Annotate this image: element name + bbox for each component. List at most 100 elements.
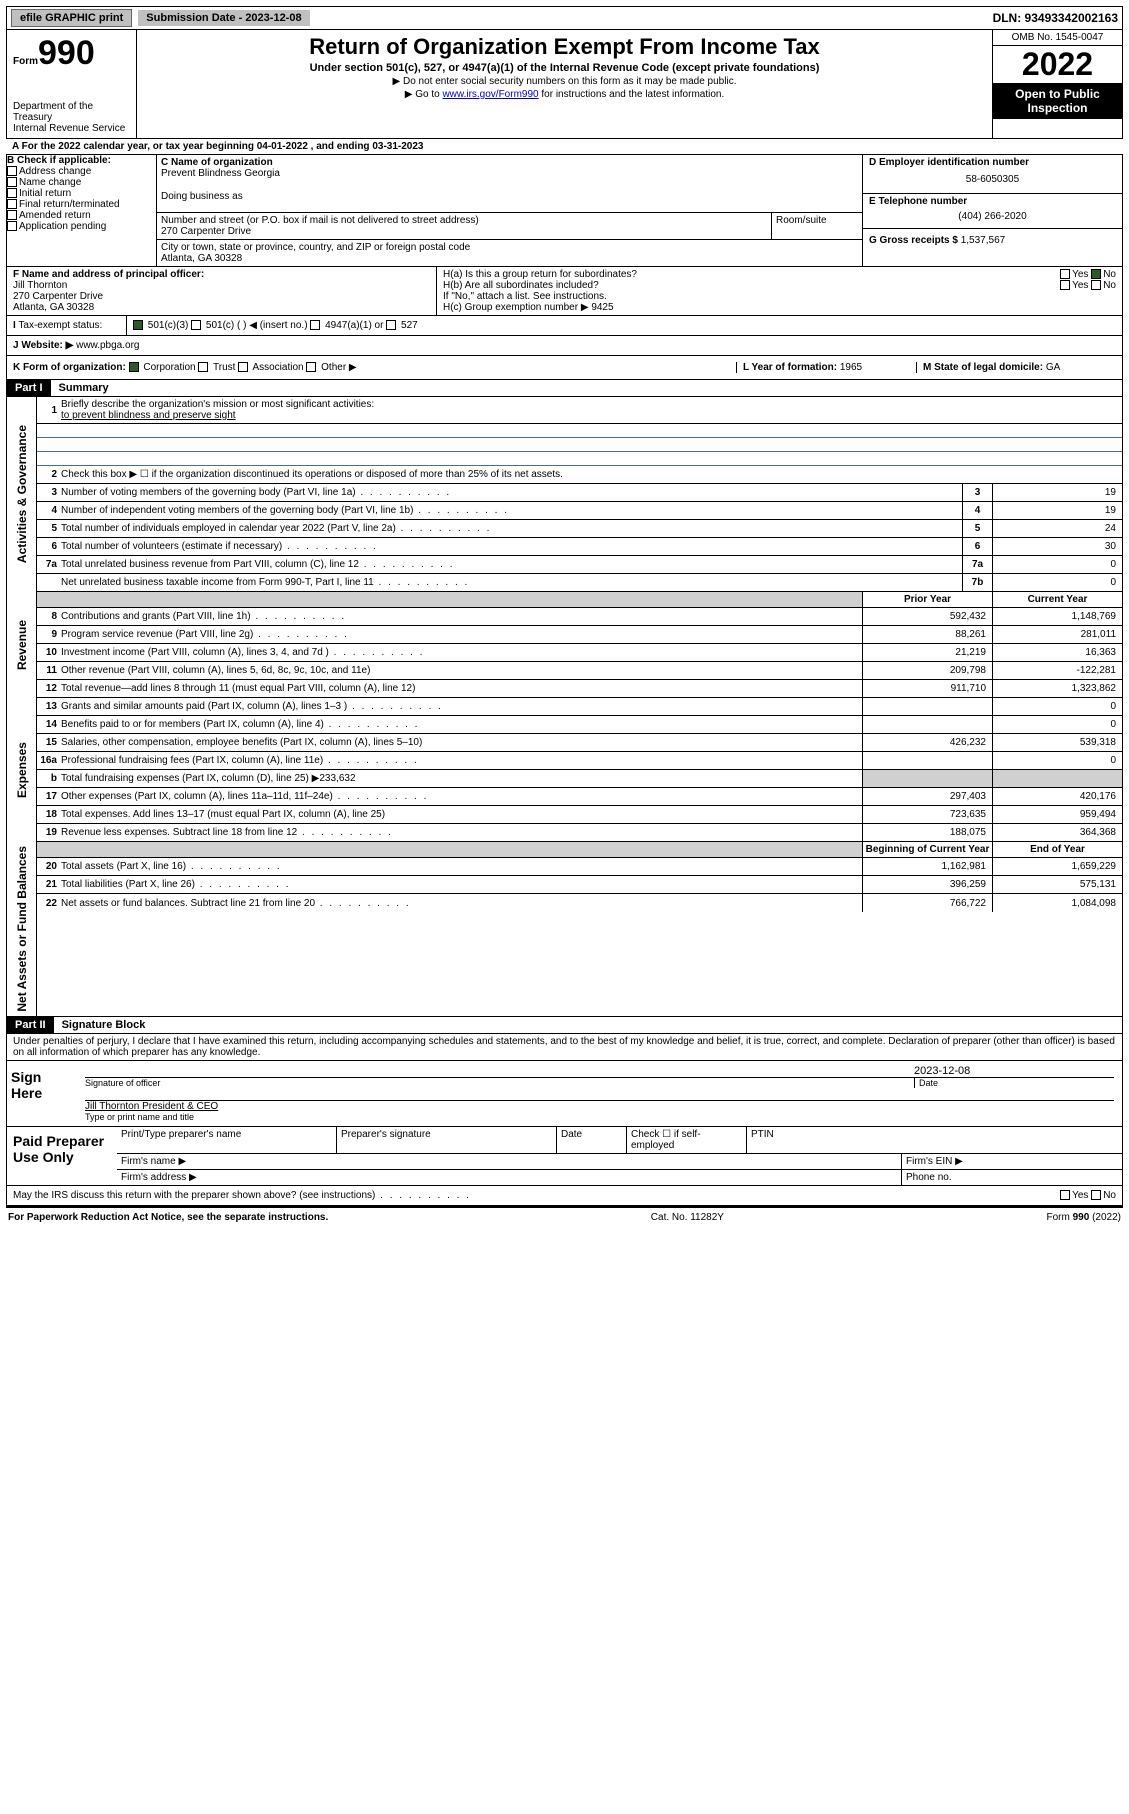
line9-text: Program service revenue (Part VIII, line… bbox=[61, 627, 862, 642]
form990-link[interactable]: www.irs.gov/Form990 bbox=[442, 89, 538, 100]
line6-val: 30 bbox=[992, 538, 1122, 555]
line10-current: 16,363 bbox=[992, 644, 1122, 661]
part2-header-row: Part II Signature Block bbox=[6, 1017, 1123, 1034]
cb-address-change[interactable]: Address change bbox=[7, 166, 156, 177]
ein-value: 58-6050305 bbox=[869, 168, 1116, 191]
line18-current: 959,494 bbox=[992, 806, 1122, 823]
line7b-text: Net unrelated business taxable income fr… bbox=[61, 575, 962, 590]
form-org-row: K Form of organization: Corporation Trus… bbox=[6, 356, 1123, 380]
cb-assoc[interactable] bbox=[238, 362, 248, 372]
cb-4947[interactable] bbox=[310, 320, 320, 330]
preparer-name-label: Print/Type preparer's name bbox=[117, 1127, 337, 1153]
subtitle-3: ▶ Go to www.irs.gov/Form990 for instruct… bbox=[141, 89, 988, 100]
discuss-yes-cb[interactable] bbox=[1060, 1190, 1070, 1200]
cb-501c[interactable] bbox=[191, 320, 201, 330]
line9-current: 281,011 bbox=[992, 626, 1122, 643]
line8-text: Contributions and grants (Part VIII, lin… bbox=[61, 609, 862, 624]
cb-application-pending[interactable]: Application pending bbox=[7, 221, 156, 232]
hc-label: H(c) Group exemption number ▶ bbox=[443, 302, 589, 313]
line4-val: 19 bbox=[992, 502, 1122, 519]
preparer-sig-label: Preparer's signature bbox=[337, 1127, 557, 1153]
m-label: M State of legal domicile: bbox=[923, 362, 1043, 373]
hb-note: If "No," attach a list. See instructions… bbox=[443, 291, 1116, 302]
org-name: Prevent Blindness Georgia bbox=[161, 168, 858, 179]
cb-other[interactable] bbox=[306, 362, 316, 372]
ha-no-cb[interactable] bbox=[1091, 269, 1101, 279]
identification-block: B Check if applicable: Address change Na… bbox=[6, 155, 1123, 267]
tax-year: 2022 bbox=[993, 46, 1122, 83]
i-label: Tax-exempt status: bbox=[18, 320, 102, 331]
line5-text: Total number of individuals employed in … bbox=[61, 521, 962, 536]
cb-amended-return[interactable]: Amended return bbox=[7, 210, 156, 221]
revenue-section: Revenue Prior YearCurrent Year 8Contribu… bbox=[6, 592, 1123, 698]
501c3-label: 501(c)(3) bbox=[148, 320, 189, 331]
line22-text: Net assets or fund balances. Subtract li… bbox=[61, 896, 862, 911]
line16a-current: 0 bbox=[992, 752, 1122, 769]
gross-receipts: 1,537,567 bbox=[961, 235, 1006, 246]
hb-label: H(b) Are all subordinates included? bbox=[443, 280, 599, 291]
efile-button[interactable]: efile GRAPHIC print bbox=[11, 9, 132, 27]
cb-527[interactable] bbox=[386, 320, 396, 330]
line6-text: Total number of volunteers (estimate if … bbox=[61, 539, 962, 554]
no-label: No bbox=[1103, 269, 1116, 280]
side-governance: Activities & Governance bbox=[13, 421, 31, 567]
discuss-no-cb[interactable] bbox=[1091, 1190, 1101, 1200]
line16b-prior bbox=[862, 770, 992, 787]
section-b-label: B Check if applicable: bbox=[7, 155, 156, 166]
submission-date: Submission Date - 2023-12-08 bbox=[138, 10, 309, 26]
may-discuss-text: May the IRS discuss this return with the… bbox=[13, 1190, 471, 1201]
line7b-val: 0 bbox=[992, 574, 1122, 591]
cb-corp[interactable] bbox=[129, 362, 139, 372]
current-year-header: Current Year bbox=[992, 592, 1122, 607]
form-word: Form bbox=[13, 56, 38, 67]
line11-prior: 209,798 bbox=[862, 662, 992, 679]
line9-prior: 88,261 bbox=[862, 626, 992, 643]
line2-text: Check this box ▶ ☐ if the organization d… bbox=[61, 467, 1122, 482]
form-header: Form990 Department of the Treasury Inter… bbox=[6, 30, 1123, 139]
hb-no-cb[interactable] bbox=[1091, 280, 1101, 290]
phone-label: Phone no. bbox=[902, 1170, 1122, 1185]
line12-text: Total revenue—add lines 8 through 11 (mu… bbox=[61, 681, 862, 696]
line19-prior: 188,075 bbox=[862, 824, 992, 841]
l-label: L Year of formation: bbox=[743, 362, 837, 373]
section-g-label: G Gross receipts $ bbox=[869, 235, 958, 246]
line4-text: Number of independent voting members of … bbox=[61, 503, 962, 518]
line20-current: 1,659,229 bbox=[992, 858, 1122, 875]
527-label: 527 bbox=[401, 320, 418, 331]
line21-prior: 396,259 bbox=[862, 876, 992, 893]
cb-501c3[interactable] bbox=[133, 320, 143, 330]
line21-text: Total liabilities (Part X, line 26) bbox=[61, 877, 862, 892]
tax-status-row: I Tax-exempt status: 501(c)(3) 501(c) ( … bbox=[6, 316, 1123, 336]
line1-label: Briefly describe the organization's miss… bbox=[61, 399, 374, 410]
form-footer: Form 990 (2022) bbox=[1047, 1212, 1121, 1223]
cb-trust[interactable] bbox=[198, 362, 208, 372]
side-net-assets: Net Assets or Fund Balances bbox=[13, 842, 31, 1016]
yes-label: Yes bbox=[1072, 269, 1088, 280]
hb-yes-cb[interactable] bbox=[1060, 280, 1070, 290]
cb-name-change[interactable]: Name change bbox=[7, 177, 156, 188]
section-c-label: C Name of organization bbox=[161, 157, 858, 168]
line22-prior: 766,722 bbox=[862, 894, 992, 912]
line13-text: Grants and similar amounts paid (Part IX… bbox=[61, 699, 862, 714]
part2-title: Signature Block bbox=[54, 1017, 154, 1033]
501c-label: 501(c) ( ) ◀ (insert no.) bbox=[206, 320, 308, 331]
cb-initial-return[interactable]: Initial return bbox=[7, 188, 156, 199]
perjury-declaration: Under penalties of perjury, I declare th… bbox=[6, 1034, 1123, 1061]
governance-section: Activities & Governance 1Briefly describ… bbox=[6, 397, 1123, 592]
part1-header-row: Part I Summary bbox=[6, 380, 1123, 397]
side-revenue: Revenue bbox=[13, 616, 31, 674]
cb-final-return[interactable]: Final return/terminated bbox=[7, 199, 156, 210]
self-employed-label: Check ☐ if self-employed bbox=[627, 1127, 747, 1153]
sig-officer-label: Signature of officer bbox=[85, 1078, 914, 1088]
website-value: www.pbga.org bbox=[76, 340, 139, 351]
part1-title: Summary bbox=[51, 380, 117, 396]
ha-yes-cb[interactable] bbox=[1060, 269, 1070, 279]
line16a-text: Professional fundraising fees (Part IX, … bbox=[61, 753, 862, 768]
form-title: Return of Organization Exempt From Incom… bbox=[141, 34, 988, 60]
omb-number: OMB No. 1545-0047 bbox=[993, 30, 1122, 46]
date-label: Date bbox=[914, 1078, 1114, 1088]
line16b-current bbox=[992, 770, 1122, 787]
line16a-prior bbox=[862, 752, 992, 769]
room-suite: Room/suite bbox=[772, 213, 862, 239]
paid-preparer-block: Paid Preparer Use Only Print/Type prepar… bbox=[6, 1127, 1123, 1186]
